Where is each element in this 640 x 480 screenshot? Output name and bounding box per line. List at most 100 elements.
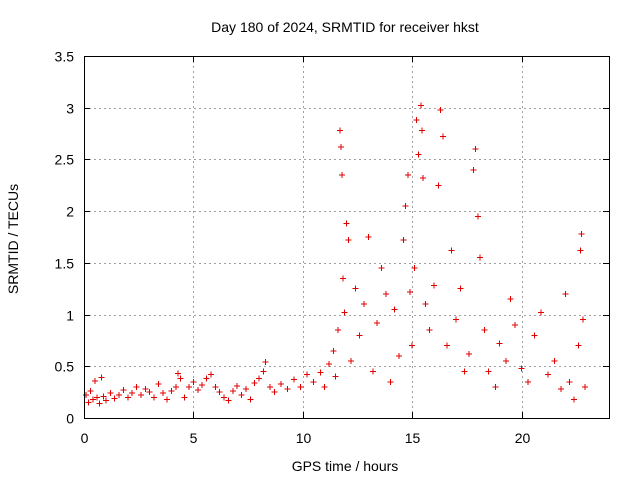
data-point [89, 396, 96, 403]
data-point [444, 342, 451, 349]
data-point [400, 237, 407, 244]
data-point [404, 171, 411, 178]
data-point [96, 400, 103, 407]
x-axis-label: GPS time / hours [292, 458, 399, 474]
data-point [566, 378, 573, 385]
labels-layer: 0 5 10 15 20 0 0.5 1 1.5 2 2.5 3 3.5 [55, 49, 531, 447]
data-point [266, 383, 273, 390]
data-point [409, 342, 416, 349]
data-point [242, 386, 249, 393]
data-point [511, 321, 518, 328]
data-point [271, 389, 278, 396]
data-point [557, 386, 564, 393]
data-point [544, 371, 551, 378]
data-point [225, 397, 232, 404]
data-point [172, 383, 179, 390]
data-point [365, 234, 372, 240]
data-point [247, 396, 254, 403]
data-point [437, 106, 444, 113]
data-point [415, 151, 422, 158]
data-point [194, 387, 201, 394]
x-tick-label: 0 [81, 430, 89, 446]
data-point [221, 394, 227, 401]
data-point [341, 309, 348, 316]
data-point [336, 127, 343, 134]
data-point [151, 394, 157, 401]
data-point [111, 395, 118, 402]
data-point [164, 396, 171, 403]
data-point [466, 350, 472, 357]
data-point [503, 358, 510, 365]
data-point [216, 389, 223, 396]
data-point [411, 265, 418, 272]
data-point [310, 378, 317, 385]
data-point [297, 383, 304, 390]
x-tick-label: 10 [296, 430, 312, 446]
data-point [177, 375, 184, 382]
data-point [345, 237, 352, 244]
data-point [448, 247, 455, 254]
data-point [418, 127, 425, 134]
data-point [229, 388, 236, 395]
data-point [251, 379, 258, 386]
ticks-layer [84, 56, 609, 419]
data-point [452, 316, 459, 323]
y-tick-label: 1 [66, 308, 74, 324]
data-point [100, 393, 107, 400]
data-point [102, 397, 109, 404]
data-point [85, 399, 92, 406]
data-point [402, 202, 409, 209]
data-point [284, 386, 291, 393]
plot-frame [84, 56, 610, 419]
data-point [116, 392, 122, 399]
data-point [212, 383, 219, 390]
y-tick-label: 2 [66, 204, 74, 220]
data-point [277, 380, 284, 387]
data-point [291, 376, 297, 383]
data-point [107, 390, 114, 397]
y-tick-label: 0.5 [55, 359, 75, 375]
data-point [256, 375, 262, 382]
data-point [431, 282, 437, 289]
data-point [571, 396, 577, 403]
data-point [238, 392, 245, 399]
data-point [124, 394, 131, 401]
data-point [472, 146, 479, 153]
points-layer [83, 102, 588, 407]
data-point [168, 388, 175, 395]
data-point [525, 378, 532, 385]
data-point [343, 220, 350, 227]
data-point [492, 383, 499, 390]
data-point [339, 171, 346, 178]
data-point [422, 301, 429, 308]
data-point [326, 361, 332, 368]
data-point [98, 374, 105, 381]
y-tick-label: 0 [66, 411, 74, 427]
data-point [321, 383, 328, 390]
data-point [457, 285, 464, 292]
data-point [330, 347, 337, 354]
data-point [577, 247, 584, 254]
data-point [338, 144, 345, 151]
data-point [347, 358, 354, 365]
data-point [332, 373, 339, 380]
data-point [155, 380, 162, 387]
data-point [356, 332, 363, 339]
data-point [304, 371, 311, 378]
data-point [334, 327, 341, 334]
data-point [579, 316, 586, 323]
data-point [378, 265, 385, 272]
data-point [413, 117, 420, 124]
data-point [387, 378, 394, 385]
data-point [369, 368, 376, 375]
data-point [406, 288, 413, 295]
data-point [91, 377, 98, 384]
data-point [129, 390, 136, 397]
data-point [461, 368, 468, 375]
data-point [485, 368, 492, 375]
data-point [186, 383, 192, 390]
data-point [199, 381, 206, 388]
data-point [181, 394, 188, 401]
data-point [382, 290, 389, 297]
